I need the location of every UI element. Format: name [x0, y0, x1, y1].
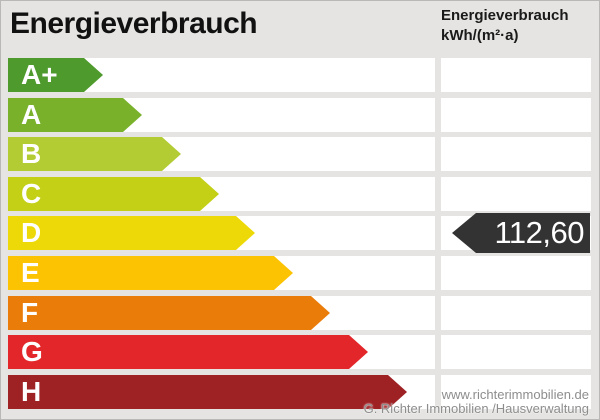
class-letter: F [21, 296, 39, 328]
arrow-c: C [8, 176, 219, 211]
arrow-b: B [8, 137, 181, 172]
scale-row-aplus: A+ [0, 58, 600, 92]
unit-header-line2: kWh/(m²·a) [441, 27, 519, 44]
scale-row-g: G [0, 335, 600, 370]
row-track-side [441, 255, 591, 290]
credit-text: www.richterimmobilien.de G. Richter Immo… [364, 388, 589, 415]
arrow-tip-icon [84, 58, 103, 92]
energy-value: 112,60 [494, 215, 584, 251]
arrow-e: E [8, 255, 293, 290]
arrow-aplus: A+ [8, 58, 103, 92]
arrow-g: G [8, 335, 368, 370]
scale-row-a: A [0, 97, 600, 132]
arrow-body: H [8, 374, 388, 409]
arrow-tip-icon [200, 176, 219, 211]
class-letter: G [21, 336, 43, 368]
arrow-body: D [8, 216, 236, 251]
arrow-body: B [8, 137, 162, 172]
energy-scale: A+ A B [0, 58, 600, 409]
arrow-tip-icon [349, 335, 368, 370]
arrow-body: A [8, 97, 123, 132]
arrow-tip-icon [388, 374, 407, 409]
arrow-tip-icon [311, 295, 330, 330]
arrow-d: D [8, 216, 255, 251]
row-track-side [441, 335, 591, 370]
page-title: Energieverbrauch [10, 7, 258, 40]
scale-row-c: C [0, 176, 600, 211]
arrow-body: C [8, 176, 200, 211]
scale-row-h: H [0, 374, 600, 409]
row-track-side [441, 295, 591, 330]
value-badge-body: 112,60 [476, 213, 590, 254]
arrow-h: H [8, 374, 407, 409]
class-letter: H [21, 375, 42, 407]
class-letter: E [21, 256, 40, 288]
class-letter: D [21, 217, 42, 249]
badge-tip-icon [452, 213, 476, 254]
scale-row-e: E [0, 255, 600, 290]
row-track-side [441, 58, 591, 92]
arrow-tip-icon [236, 216, 255, 251]
value-badge: 112,60 [452, 213, 590, 254]
arrow-body: F [8, 295, 311, 330]
scale-row-b: B [0, 137, 600, 172]
row-track-side [441, 176, 591, 211]
scale-row-f: F [0, 295, 600, 330]
arrow-tip-icon [274, 255, 293, 290]
class-letter: C [21, 177, 42, 209]
row-track-side: 112,60 [441, 213, 591, 254]
credit-company: G. Richter Immobilien /Hausverwaltung [363, 400, 589, 416]
class-letter: A+ [21, 59, 58, 90]
class-letter: B [21, 138, 42, 170]
row-track-side [441, 137, 591, 172]
arrow-a: A [8, 97, 142, 132]
unit-header-line1: Energieverbrauch [441, 7, 569, 24]
arrow-body: G [8, 335, 349, 370]
arrow-body: A+ [8, 58, 84, 92]
credit-url: www.richterimmobilien.de [441, 387, 589, 402]
arrow-f: F [8, 295, 330, 330]
row-track-side [441, 374, 591, 409]
unit-header: Energieverbrauch kWh/(m²·a) [441, 6, 569, 46]
arrow-tip-icon [162, 137, 181, 172]
arrow-body: E [8, 255, 274, 290]
scale-row-d: 112,60 D [0, 213, 600, 254]
row-track-side [441, 97, 591, 132]
class-letter: A [21, 98, 42, 130]
arrow-tip-icon [123, 97, 142, 132]
